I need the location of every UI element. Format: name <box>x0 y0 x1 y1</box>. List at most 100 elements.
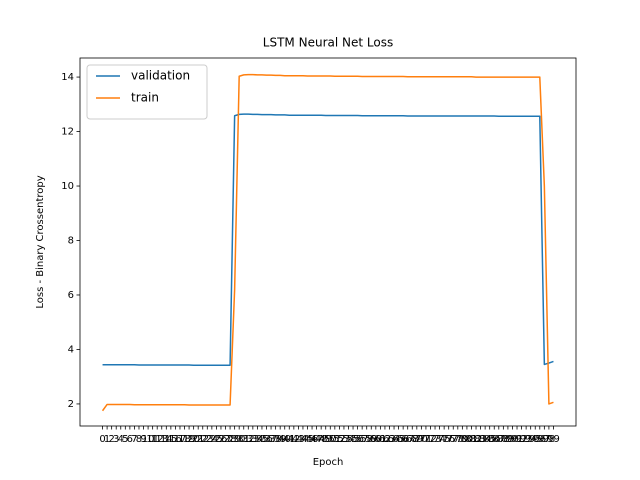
x-tick-label: 28 <box>224 434 237 445</box>
x-tick-label: 17 <box>174 434 187 445</box>
x-tick-label: 51 <box>328 434 341 445</box>
x-tick-label: 16 <box>169 434 182 445</box>
x-tick-label: 82 <box>470 434 483 445</box>
x-tick-label: 76 <box>442 434 455 445</box>
x-tick-label: 31 <box>237 434 250 445</box>
x-tick-label: 32 <box>242 434 255 445</box>
line-series <box>101 73 554 412</box>
line-series <box>102 113 554 367</box>
x-tick-label: 64 <box>388 434 401 445</box>
x-tick-label: 21 <box>192 434 205 445</box>
x-tick-label: 18 <box>178 434 191 445</box>
x-tick-label: 34 <box>251 434 264 445</box>
x-tick-label: 20 <box>187 434 200 445</box>
x-tick-label: 99 <box>547 434 560 445</box>
x-tick-label: 7 <box>131 434 137 445</box>
x-tick-label: 19 <box>183 434 196 445</box>
y-tick-label: 8 <box>68 236 74 247</box>
x-tick-label: 29 <box>228 434 241 445</box>
x-tick-label: 1 <box>104 434 110 445</box>
x-tick-label: 77 <box>447 434 460 445</box>
x-tick-label: 78 <box>451 434 464 445</box>
x-tick-label: 8 <box>136 434 142 445</box>
x-tick-label: 88 <box>497 434 510 445</box>
y-tick-label: 6 <box>68 290 74 301</box>
x-tick-label: 27 <box>219 434 232 445</box>
x-tick-label: 85 <box>483 434 496 445</box>
x-tick-label: 12 <box>151 434 164 445</box>
x-tick-label: 50 <box>324 434 337 445</box>
x-tick-label: 10 <box>142 434 155 445</box>
x-tick-label: 36 <box>260 434 273 445</box>
chart-title: LSTM Neural Net Loss <box>263 36 393 50</box>
x-tick-label: 56 <box>351 434 364 445</box>
x-tick-label: 25 <box>210 434 223 445</box>
x-tick-label: 45 <box>301 434 314 445</box>
x-tick-label: 48 <box>315 434 328 445</box>
x-tick-label: 39 <box>274 434 287 445</box>
x-tick-label: 23 <box>201 434 214 445</box>
x-tick-label: 80 <box>461 434 474 445</box>
x-tick-label: 0 <box>99 434 105 445</box>
legend-label: train <box>131 91 159 105</box>
x-tick-label: 81 <box>465 434 478 445</box>
x-tick-label: 66 <box>397 434 410 445</box>
x-tick-label: 44 <box>297 434 310 445</box>
x-tick-label: 38 <box>269 434 282 445</box>
x-tick-label: 84 <box>479 434 492 445</box>
x-tick-label: 43 <box>292 434 305 445</box>
x-tick-label: 15 <box>164 434 177 445</box>
axes-frame <box>79 57 577 427</box>
y-tick-label: 4 <box>68 344 74 355</box>
x-tick-label: 2 <box>108 434 114 445</box>
x-tick-label: 94 <box>524 434 537 445</box>
x-tick-label: 69 <box>410 434 423 445</box>
x-tick-label: 97 <box>538 434 551 445</box>
x-tick-label: 57 <box>356 434 369 445</box>
x-tick-label: 71 <box>420 434 433 445</box>
x-tick-label: 79 <box>456 434 469 445</box>
x-tick-label: 61 <box>374 434 387 445</box>
y-tick-label: 12 <box>61 127 74 138</box>
y-tick-label: 14 <box>61 72 74 83</box>
x-tick-label: 72 <box>424 434 437 445</box>
x-tick-label: 53 <box>338 434 351 445</box>
x-tick-label: 68 <box>406 434 419 445</box>
x-tick-label: 11 <box>146 434 159 445</box>
x-tick-label: 95 <box>529 434 542 445</box>
x-tick-label: 3 <box>113 434 119 445</box>
x-tick-label: 41 <box>283 434 296 445</box>
x-tick-label: 65 <box>392 434 405 445</box>
legend-box <box>86 64 208 120</box>
legend-label: validation <box>131 69 190 83</box>
x-tick-label: 33 <box>246 434 259 445</box>
y-tick-label: 10 <box>61 181 74 192</box>
x-tick-label: 63 <box>383 434 396 445</box>
x-tick-label: 58 <box>360 434 373 445</box>
x-tick-label: 49 <box>319 434 332 445</box>
x-tick-label: 42 <box>287 434 300 445</box>
x-tick-label: 83 <box>474 434 487 445</box>
x-tick-label: 74 <box>433 434 446 445</box>
y-tick-label: 2 <box>68 399 74 410</box>
x-tick-label: 92 <box>515 434 528 445</box>
x-tick-label: 5 <box>122 434 128 445</box>
x-tick-label: 98 <box>543 434 556 445</box>
x-tick-label: 13 <box>155 434 168 445</box>
x-tick-label: 70 <box>415 434 428 445</box>
x-tick-label: 46 <box>306 434 319 445</box>
x-tick-label: 9 <box>140 434 146 445</box>
x-tick-label: 22 <box>196 434 209 445</box>
x-tick-label: 37 <box>265 434 278 445</box>
x-tick-label: 75 <box>438 434 451 445</box>
x-tick-label: 90 <box>506 434 519 445</box>
x-tick-label: 30 <box>233 434 246 445</box>
x-tick-label: 47 <box>310 434 323 445</box>
x-tick-label: 4 <box>118 434 124 445</box>
x-tick-label: 35 <box>256 434 269 445</box>
x-tick-label: 93 <box>520 434 533 445</box>
x-tick-label: 59 <box>365 434 378 445</box>
x-tick-label: 24 <box>205 434 218 445</box>
x-tick-label: 91 <box>511 434 524 445</box>
